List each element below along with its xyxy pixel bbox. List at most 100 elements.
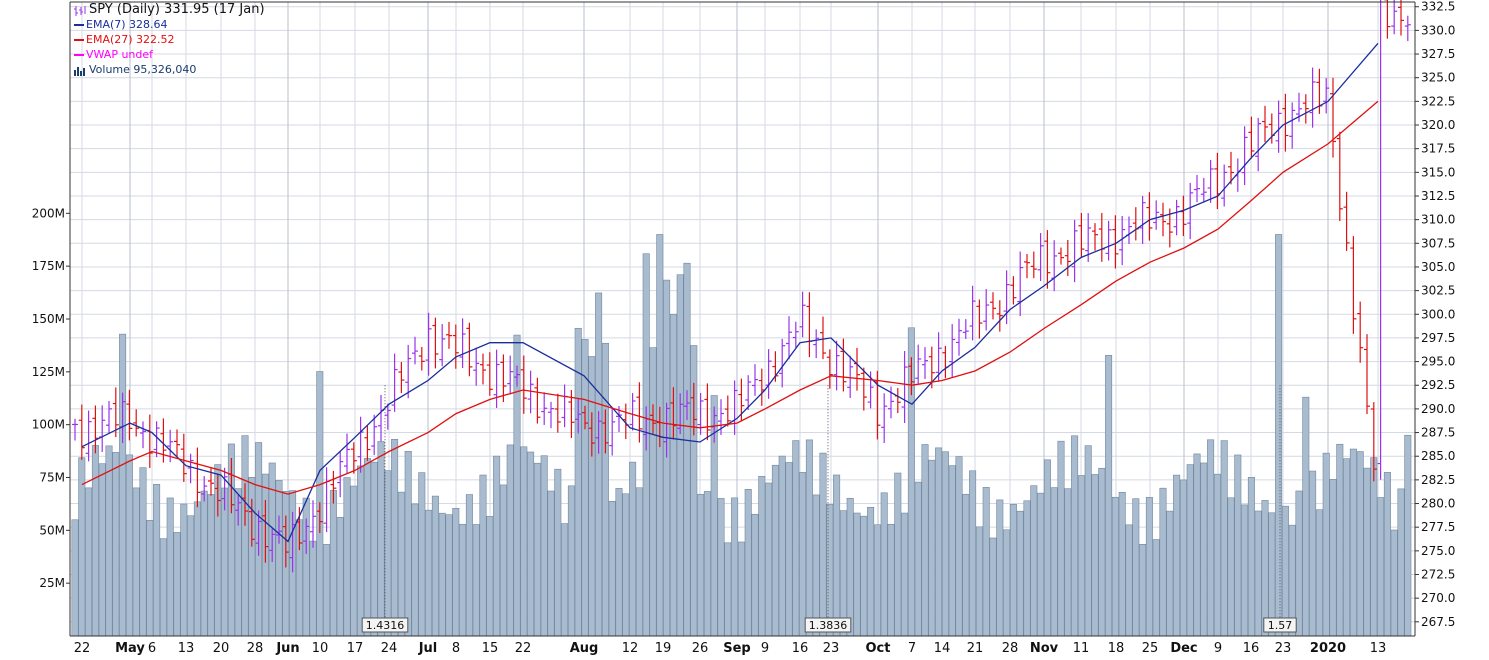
split-marker-label: 1.3836 — [809, 619, 848, 632]
volume-bar — [785, 462, 793, 637]
price-tick-label: 287.5 — [1421, 426, 1455, 440]
volume-bar — [200, 490, 208, 637]
legend-main: SPY (Daily) 331.95 (17 Jan) — [89, 2, 265, 17]
volume-bar — [1125, 524, 1133, 637]
volume-bar — [146, 520, 154, 637]
volume-bar — [241, 435, 249, 637]
date-tick-label: 17 — [347, 641, 364, 656]
volume-bar — [697, 493, 705, 637]
volume-bar — [1322, 452, 1330, 637]
volume-tick-label: 100M — [32, 418, 65, 432]
volume-bar — [357, 465, 365, 637]
volume-bar — [941, 451, 949, 637]
volume-bar — [758, 476, 766, 637]
date-tick-label: 20 — [213, 641, 230, 656]
volume-tick-label: 200M — [32, 206, 65, 220]
price-tick-label: 285.0 — [1421, 449, 1455, 463]
volume-bar — [173, 532, 181, 637]
volume-bar — [180, 503, 188, 637]
volume-bar — [105, 445, 113, 637]
volume-bar — [112, 452, 120, 637]
split-marker-label: 1.57 — [1268, 619, 1293, 632]
ema7-swatch-icon — [74, 23, 84, 26]
date-tick-label: 16 — [792, 641, 809, 656]
date-tick-label: 9 — [761, 641, 769, 656]
volume-bar — [860, 515, 868, 637]
date-tick-label: 21 — [967, 641, 984, 656]
volume-bar — [635, 487, 643, 637]
volume-bar — [1281, 505, 1289, 637]
volume-bar — [880, 492, 888, 637]
volume-bars — [71, 234, 1412, 637]
volume-bar — [1009, 504, 1017, 637]
volume-bar — [982, 487, 990, 637]
volume-bar — [1302, 396, 1310, 637]
legend-ema27: EMA(27) 322.52 — [86, 33, 175, 46]
volume-bar — [132, 487, 140, 637]
date-tick-label: Dec — [1170, 641, 1197, 656]
volume-bar — [166, 497, 174, 637]
volume-bar — [676, 274, 684, 637]
volume-bar — [1329, 479, 1337, 637]
volume-bar — [1152, 539, 1160, 637]
volume-bar — [438, 512, 446, 637]
legend-ema7: EMA(7) 328.64 — [86, 18, 168, 31]
date-tick-label: Jul — [418, 641, 438, 656]
vwap-swatch-icon — [74, 53, 84, 56]
date-tick-label: 11 — [1073, 641, 1090, 656]
volume-bar — [363, 458, 371, 637]
volume-bar — [833, 474, 841, 637]
volume-bar — [799, 472, 807, 637]
volume-bar — [1186, 464, 1194, 637]
volume-bar — [1166, 510, 1174, 637]
price-tick-label: 295.0 — [1421, 355, 1455, 369]
volume-bar — [98, 463, 106, 637]
price-tick-label: 272.5 — [1421, 567, 1455, 581]
volume-bar — [1295, 490, 1303, 637]
volume-bar — [989, 537, 997, 637]
volume-bar — [71, 519, 79, 637]
price-tick-label: 275.0 — [1421, 544, 1455, 558]
volume-bar — [533, 462, 541, 637]
volume-bar — [996, 499, 1004, 637]
volume-bar — [1179, 479, 1187, 637]
price-tick-label: 280.0 — [1421, 497, 1455, 511]
volume-bar — [1315, 509, 1323, 637]
volume-bar — [1363, 467, 1371, 637]
chart-legend: SPY (Daily) 331.95 (17 Jan) EMA(7) 328.6… — [74, 2, 265, 77]
volume-bar — [187, 515, 195, 637]
volume-bar — [1254, 510, 1262, 637]
volume-bar — [1118, 492, 1126, 637]
volume-bar — [1343, 458, 1351, 637]
date-tick-label: 23 — [1275, 641, 1292, 656]
volume-bar — [731, 497, 739, 637]
volume-bar — [1213, 473, 1221, 637]
volume-bar — [404, 450, 412, 637]
volume-bar — [873, 524, 881, 637]
volume-bar — [921, 444, 929, 637]
volume-bar — [846, 497, 854, 637]
volume-bar — [554, 468, 562, 637]
volume-bar — [350, 485, 358, 637]
volume-bar — [901, 512, 909, 637]
volume-bar — [397, 491, 405, 637]
volume-bar — [778, 455, 786, 637]
volume-bars-icon — [74, 65, 86, 76]
volume-bar — [119, 333, 127, 637]
volume-bar — [1030, 485, 1038, 637]
volume-bar — [1234, 454, 1242, 637]
volume-bar — [1037, 492, 1045, 637]
volume-bar — [527, 451, 535, 637]
date-markers: 1.4316 1.3836 1.57 — [361, 385, 1297, 633]
volume-bar — [91, 445, 99, 637]
volume-bar — [914, 481, 922, 637]
volume-bar — [1193, 453, 1201, 637]
volume-bar — [411, 503, 419, 637]
volume-bar — [1145, 497, 1153, 637]
volume-bar — [608, 500, 616, 637]
date-tick-label: 24 — [381, 641, 398, 656]
volume-bar — [1050, 487, 1058, 637]
volume-bar — [520, 446, 528, 637]
volume-bar — [948, 465, 956, 637]
volume-bar — [1377, 497, 1385, 637]
